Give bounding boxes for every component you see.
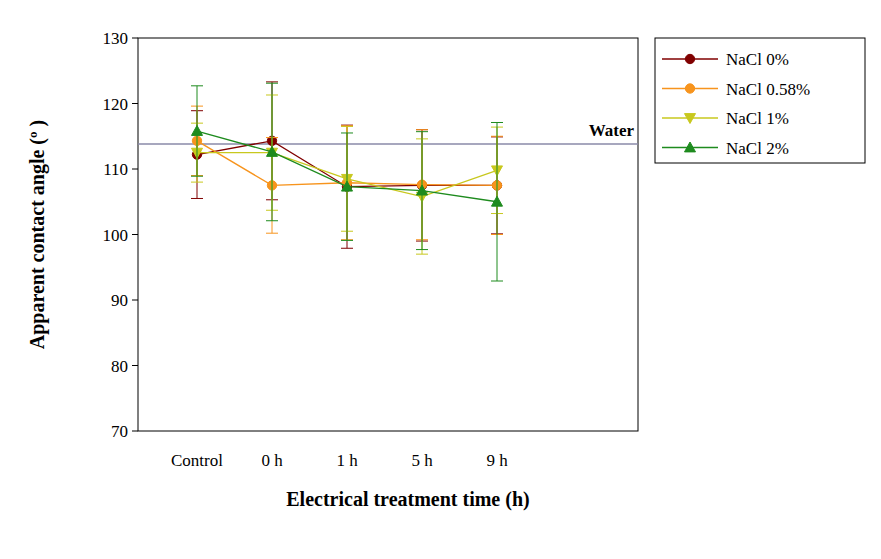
error-bar-cap [266, 233, 278, 234]
marker [417, 185, 428, 195]
error-bar-cap [341, 125, 353, 126]
y-tick [132, 38, 138, 39]
error-bar-cap [191, 182, 203, 183]
chart-container: 70 80 90 100 110 120 130 Control 0 h 1 h 5 h 9 h Ele… [0, 0, 881, 559]
y-tick-label: 110 [103, 160, 128, 179]
legend-label: NaCl 2% [726, 139, 789, 158]
x-axis-label: Electrical treatment time (h) [286, 488, 529, 511]
legend-box [655, 38, 865, 163]
y-tick [132, 103, 138, 104]
error-bar-cap [416, 254, 428, 255]
legend-label: NaCl 0.58% [726, 80, 810, 99]
error-bar-cap [191, 198, 203, 199]
error-bar [191, 86, 203, 176]
legend-marker [685, 84, 694, 93]
y-tick-label: 120 [103, 95, 129, 114]
error-bar [266, 83, 278, 221]
x-tick-label: 0 h [261, 451, 283, 470]
plot-frame [138, 38, 638, 431]
x-tick-label: Control [171, 451, 223, 470]
error-bar-cap [416, 131, 428, 132]
y-tick-label: 80 [111, 357, 128, 376]
chart-svg: 70 80 90 100 110 120 130 Control 0 h 1 h 5 h 9 h Ele… [0, 0, 881, 559]
legend-label: NaCl 0% [726, 50, 789, 69]
error-bar-cap [266, 220, 278, 221]
y-tick [132, 431, 138, 432]
x-tick-label: 5 h [411, 451, 433, 470]
error-bar-cap [341, 125, 353, 126]
error-bar-cap [191, 85, 203, 86]
error-bar-cap [266, 83, 278, 84]
y-axis-label: Apparent contact angle (º ) [26, 120, 49, 350]
error-bar-cap [416, 129, 428, 130]
series-line [197, 131, 497, 202]
legend-marker [685, 142, 696, 152]
error-bar-cap [266, 81, 278, 82]
error-bar-cap [341, 126, 353, 127]
error-bar-cap [416, 249, 428, 250]
error-bar-cap [341, 132, 353, 133]
y-tick-label: 70 [111, 422, 128, 441]
y-tick [132, 365, 138, 366]
error-bar [341, 126, 353, 240]
error-bar-cap [341, 240, 353, 241]
y-tick [132, 300, 138, 301]
legend-marker [685, 54, 694, 63]
y-tick [132, 169, 138, 170]
error-bar-cap [491, 122, 503, 123]
y-tick-label: 130 [103, 29, 129, 48]
x-tick-label: 1 h [336, 451, 358, 470]
reference-line [138, 143, 638, 145]
y-tick [132, 234, 138, 235]
x-tick-label: 9 h [486, 451, 508, 470]
error-bar-cap [491, 281, 503, 282]
legend-marker [685, 114, 696, 124]
marker [192, 126, 203, 136]
error-bar-cap [191, 176, 203, 177]
error-bar-cap [416, 129, 428, 130]
legend: NaCl 0% NaCl 0.58% NaCl 1% NaCl 2% [655, 38, 865, 163]
marker [492, 196, 503, 206]
legend-label: NaCl 1% [726, 109, 789, 128]
marker [342, 181, 353, 191]
plot-area [138, 82, 638, 281]
reference-label: Water [589, 121, 635, 140]
marker [267, 146, 278, 156]
y-tick-label: 100 [103, 226, 129, 245]
y-tick-label: 90 [111, 291, 128, 310]
error-bar-cap [341, 248, 353, 249]
